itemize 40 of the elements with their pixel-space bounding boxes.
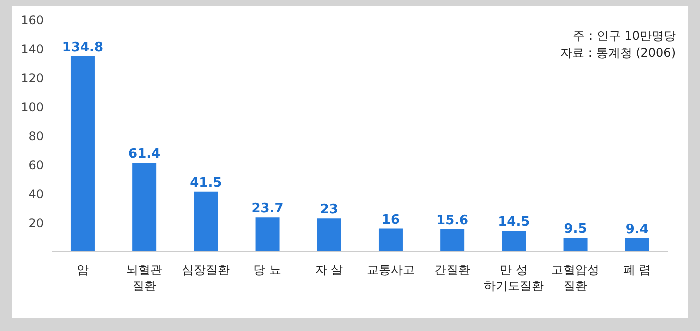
data-label: 14.5 — [498, 214, 530, 230]
x-tick-label: 고혈압성 질환 — [552, 263, 600, 293]
y-tick-label: 20 — [28, 216, 44, 230]
bar — [378, 228, 403, 252]
y-tick-label: 120 — [21, 71, 44, 86]
data-label: 41.5 — [190, 176, 222, 191]
bar — [317, 218, 342, 252]
data-label: 134.8 — [62, 40, 104, 56]
x-tick-label: 만 성 하기도질환 — [484, 263, 544, 293]
bar — [70, 56, 95, 252]
y-tick-label: 160 — [21, 13, 44, 28]
annotation: 자료 : 통계청 (2006) — [560, 45, 676, 62]
x-tick-label: 간질환 — [434, 263, 470, 277]
bar — [256, 218, 280, 252]
x-tick-label: 폐 렴 — [623, 263, 652, 277]
bar — [625, 238, 650, 252]
x-tick-label: 교통사고 — [366, 263, 415, 277]
data-label: 9.5 — [564, 222, 588, 238]
x-tick-label: 심장질환 — [182, 263, 230, 277]
y-tick-label: 140 — [21, 42, 44, 56]
y-tick-label: 100 — [21, 100, 44, 114]
data-label: 9.4 — [626, 222, 649, 238]
bar — [440, 229, 465, 252]
data-label: 15.6 — [436, 213, 469, 228]
x-tick-label: 자 살 — [315, 263, 344, 277]
y-tick-label: 40 — [28, 187, 44, 202]
annotation: 주 : 인구 10만명당 — [572, 28, 676, 45]
x-tick-label: 당 뇨 — [254, 263, 282, 277]
y-tick-label: 60 — [28, 158, 44, 172]
y-tick-label: 80 — [28, 129, 44, 144]
data-label: 61.4 — [128, 146, 161, 162]
bar — [132, 162, 157, 252]
data-label: 16 — [382, 212, 400, 228]
bar — [564, 238, 588, 252]
x-tick-label: 뇌혈관 질환 — [126, 263, 162, 293]
data-label: 23 — [320, 202, 338, 218]
bar — [194, 192, 218, 252]
x-tick-label: 암 — [76, 263, 89, 277]
bar — [502, 230, 526, 252]
data-label: 23.7 — [252, 202, 284, 217]
